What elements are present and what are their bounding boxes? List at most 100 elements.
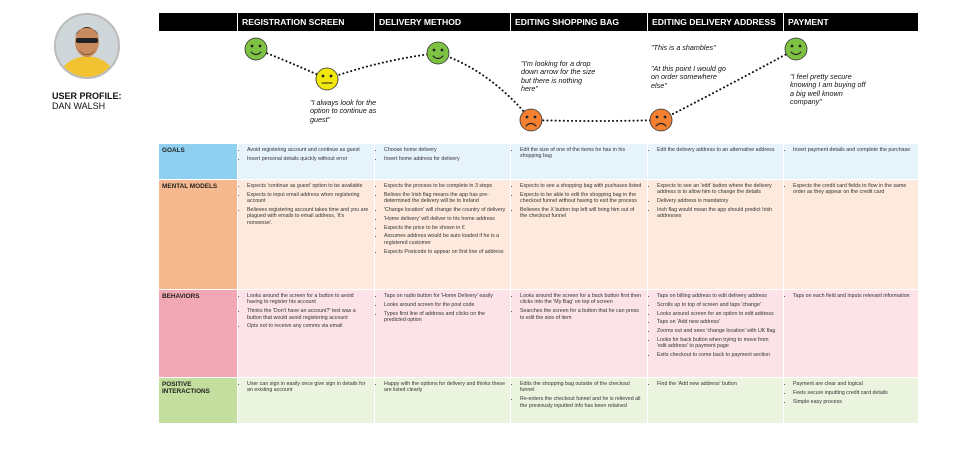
bullet-item: Taps on billing address to edit delivery…	[657, 293, 779, 299]
bullet-item: Scrolls up to top of screen and taps 'ch…	[657, 302, 779, 308]
face-eye	[790, 44, 794, 48]
bullet-list: Looks around the screen for a back butto…	[513, 293, 643, 321]
bullet-item: Find the 'Add new address' button	[657, 381, 779, 387]
face-eye	[258, 44, 262, 48]
quote: "This is a shambles"	[651, 43, 716, 52]
cell: Expects to see a shopping bag with pucha…	[510, 180, 647, 290]
bullet-item: Expects 'continue as guest' option to be…	[247, 183, 370, 189]
emotion-face	[426, 41, 450, 65]
bullet-item: Expects the credit card fields to flow i…	[793, 183, 914, 196]
bullet-item: Believes the X button top left will brin…	[520, 207, 643, 220]
cell: Edits the shopping bag outside of the ch…	[510, 378, 647, 424]
cell: Taps on billing address to edit delivery…	[647, 290, 783, 378]
bullet-item: Taps on radio button for 'Home Delivery'…	[384, 293, 506, 299]
face-mouth	[525, 122, 537, 127]
face-eye	[533, 115, 537, 119]
bullet-list: Taps on radio button for 'Home Delivery'…	[377, 293, 506, 323]
avatar	[54, 13, 120, 79]
bullet-list: User can sign in easily once give sign i…	[240, 381, 370, 394]
bullet-item: Assumes address would be auto loaded if …	[384, 233, 506, 246]
row-label: Mental Models	[159, 180, 237, 290]
bullet-item: Expects to input email address when regi…	[247, 192, 370, 205]
bullet-list: Happy with the options for delivery and …	[377, 381, 506, 394]
bullet-item: Expects the price to be shown in €	[384, 225, 506, 231]
cell: User can sign in easily once give sign i…	[237, 378, 374, 424]
bullet-item: Feels secure inputting credit card detai…	[793, 390, 914, 396]
stage-header: Editing Delivery Address	[647, 13, 783, 31]
bullet-item: Taps on 'Add new address'	[657, 319, 779, 325]
bullet-item: Types first line of address and clicks o…	[384, 311, 506, 324]
emotion-face	[315, 67, 339, 91]
face-mouth	[790, 51, 802, 56]
face-eye	[432, 48, 436, 52]
bullet-item: Delivery address is mandatory	[657, 198, 779, 204]
quote: "I always look for the option to continu…	[310, 98, 377, 124]
stage-header: Delivery Method	[374, 13, 510, 31]
header-bar	[159, 13, 918, 31]
profile-label: USER PROFILE:	[52, 91, 122, 101]
cell: Edit the size of one of the items he has…	[510, 144, 647, 180]
cell: Expects 'continue as guest' option to be…	[237, 180, 374, 290]
bullet-list: Find the 'Add new address' button	[650, 381, 779, 387]
bullet-item: Edit the size of one of the items he has…	[520, 147, 643, 160]
bullet-item: Looks around the screen for a back butto…	[520, 293, 643, 306]
cell: Insert payment details and complete the …	[783, 144, 918, 180]
bullet-item: Exits checkout to come back to payment s…	[657, 352, 779, 358]
bullet-list: Expects the credit card fields to flow i…	[786, 183, 914, 196]
cell: Expects the process to be complete in 3 …	[374, 180, 510, 290]
bullet-item: Happy with the options for delivery and …	[384, 381, 506, 394]
cell: Expects the credit card fields to flow i…	[783, 180, 918, 290]
cell: Payment are clear and logical Feels secur…	[783, 378, 918, 424]
face-eye	[798, 44, 802, 48]
bullet-list: Looks around the screen for a button to …	[240, 293, 370, 330]
bullet-item: Expects Postcode to appear on first line…	[384, 249, 506, 255]
bullet-item: 'Home delivery' will deliver to his home…	[384, 216, 506, 222]
bullet-list: Taps on each field and inputs relevant i…	[786, 293, 914, 299]
bullet-item: Insert payment details and complete the …	[793, 147, 914, 153]
bullet-item: Payment are clear and logical	[793, 381, 914, 387]
quote: "At this point I would go on order somew…	[651, 64, 726, 90]
bullet-list: Choose home delivery Insert home address …	[377, 147, 506, 162]
bullet-item: Expects to be able to edit the shopping …	[520, 192, 643, 205]
bullet-item: Avoid registering account and continue a…	[247, 147, 370, 153]
bullet-list: Edit the delivery address to an alternat…	[650, 147, 779, 153]
bullet-item: Edits the shopping bag outside of the ch…	[520, 381, 643, 394]
cell: Happy with the options for delivery and …	[374, 378, 510, 424]
stage-header: Registration Screen	[237, 13, 374, 31]
bullet-list: Expects to see an 'edit' button where th…	[650, 183, 779, 220]
bullet-item: 'Change location' will change the countr…	[384, 207, 506, 213]
cell: Find the 'Add new address' button	[647, 378, 783, 424]
quote: "I'm looking for a drop down arrow for t…	[521, 59, 596, 94]
face-mouth	[432, 55, 444, 60]
bullet-item: Looks for back button when trying to mov…	[657, 337, 779, 350]
bullet-item: Insert home address for delivery	[384, 156, 506, 162]
bullet-item: Believes registering account takes time …	[247, 207, 370, 226]
row-label: Goals	[159, 144, 237, 180]
bullet-list: Expects 'continue as guest' option to be…	[240, 183, 370, 226]
face-mouth	[250, 51, 262, 56]
row-label: Positive Interactions	[159, 378, 237, 424]
bullet-item: Expects to see an 'edit' button where th…	[657, 183, 779, 196]
bullet-list: Taps on billing address to edit delivery…	[650, 293, 779, 359]
face-eye	[329, 74, 333, 78]
cell: Taps on each field and inputs relevant i…	[783, 290, 918, 378]
face-mouth	[655, 122, 667, 127]
emotion-face	[649, 108, 673, 132]
profile-name: DAN WALSH	[52, 101, 106, 111]
bullet-list: Expects the process to be complete in 3 …	[377, 183, 506, 255]
bullet-item: Simple easy process	[793, 399, 914, 405]
bullet-item: Searches the screen for a button that he…	[520, 308, 643, 321]
bullet-item: Belives the Irish flag means the app has…	[384, 192, 506, 205]
bullet-item: Expects the process to be complete in 3 …	[384, 183, 506, 189]
face-eye	[250, 44, 254, 48]
cell: Looks around the screen for a button to …	[237, 290, 374, 378]
emotion-curve	[244, 37, 808, 132]
bullet-item: Re-enters the checkout funnel and he is …	[520, 396, 643, 409]
cell: Looks around the screen for a back butto…	[510, 290, 647, 378]
bullet-list: Insert payment details and complete the …	[786, 147, 914, 153]
cell: Avoid registering account and continue a…	[237, 144, 374, 180]
cell: Edit the delivery address to an alternat…	[647, 144, 783, 180]
bullet-list: Edit the size of one of the items he has…	[513, 147, 643, 160]
face-eye	[655, 115, 659, 119]
